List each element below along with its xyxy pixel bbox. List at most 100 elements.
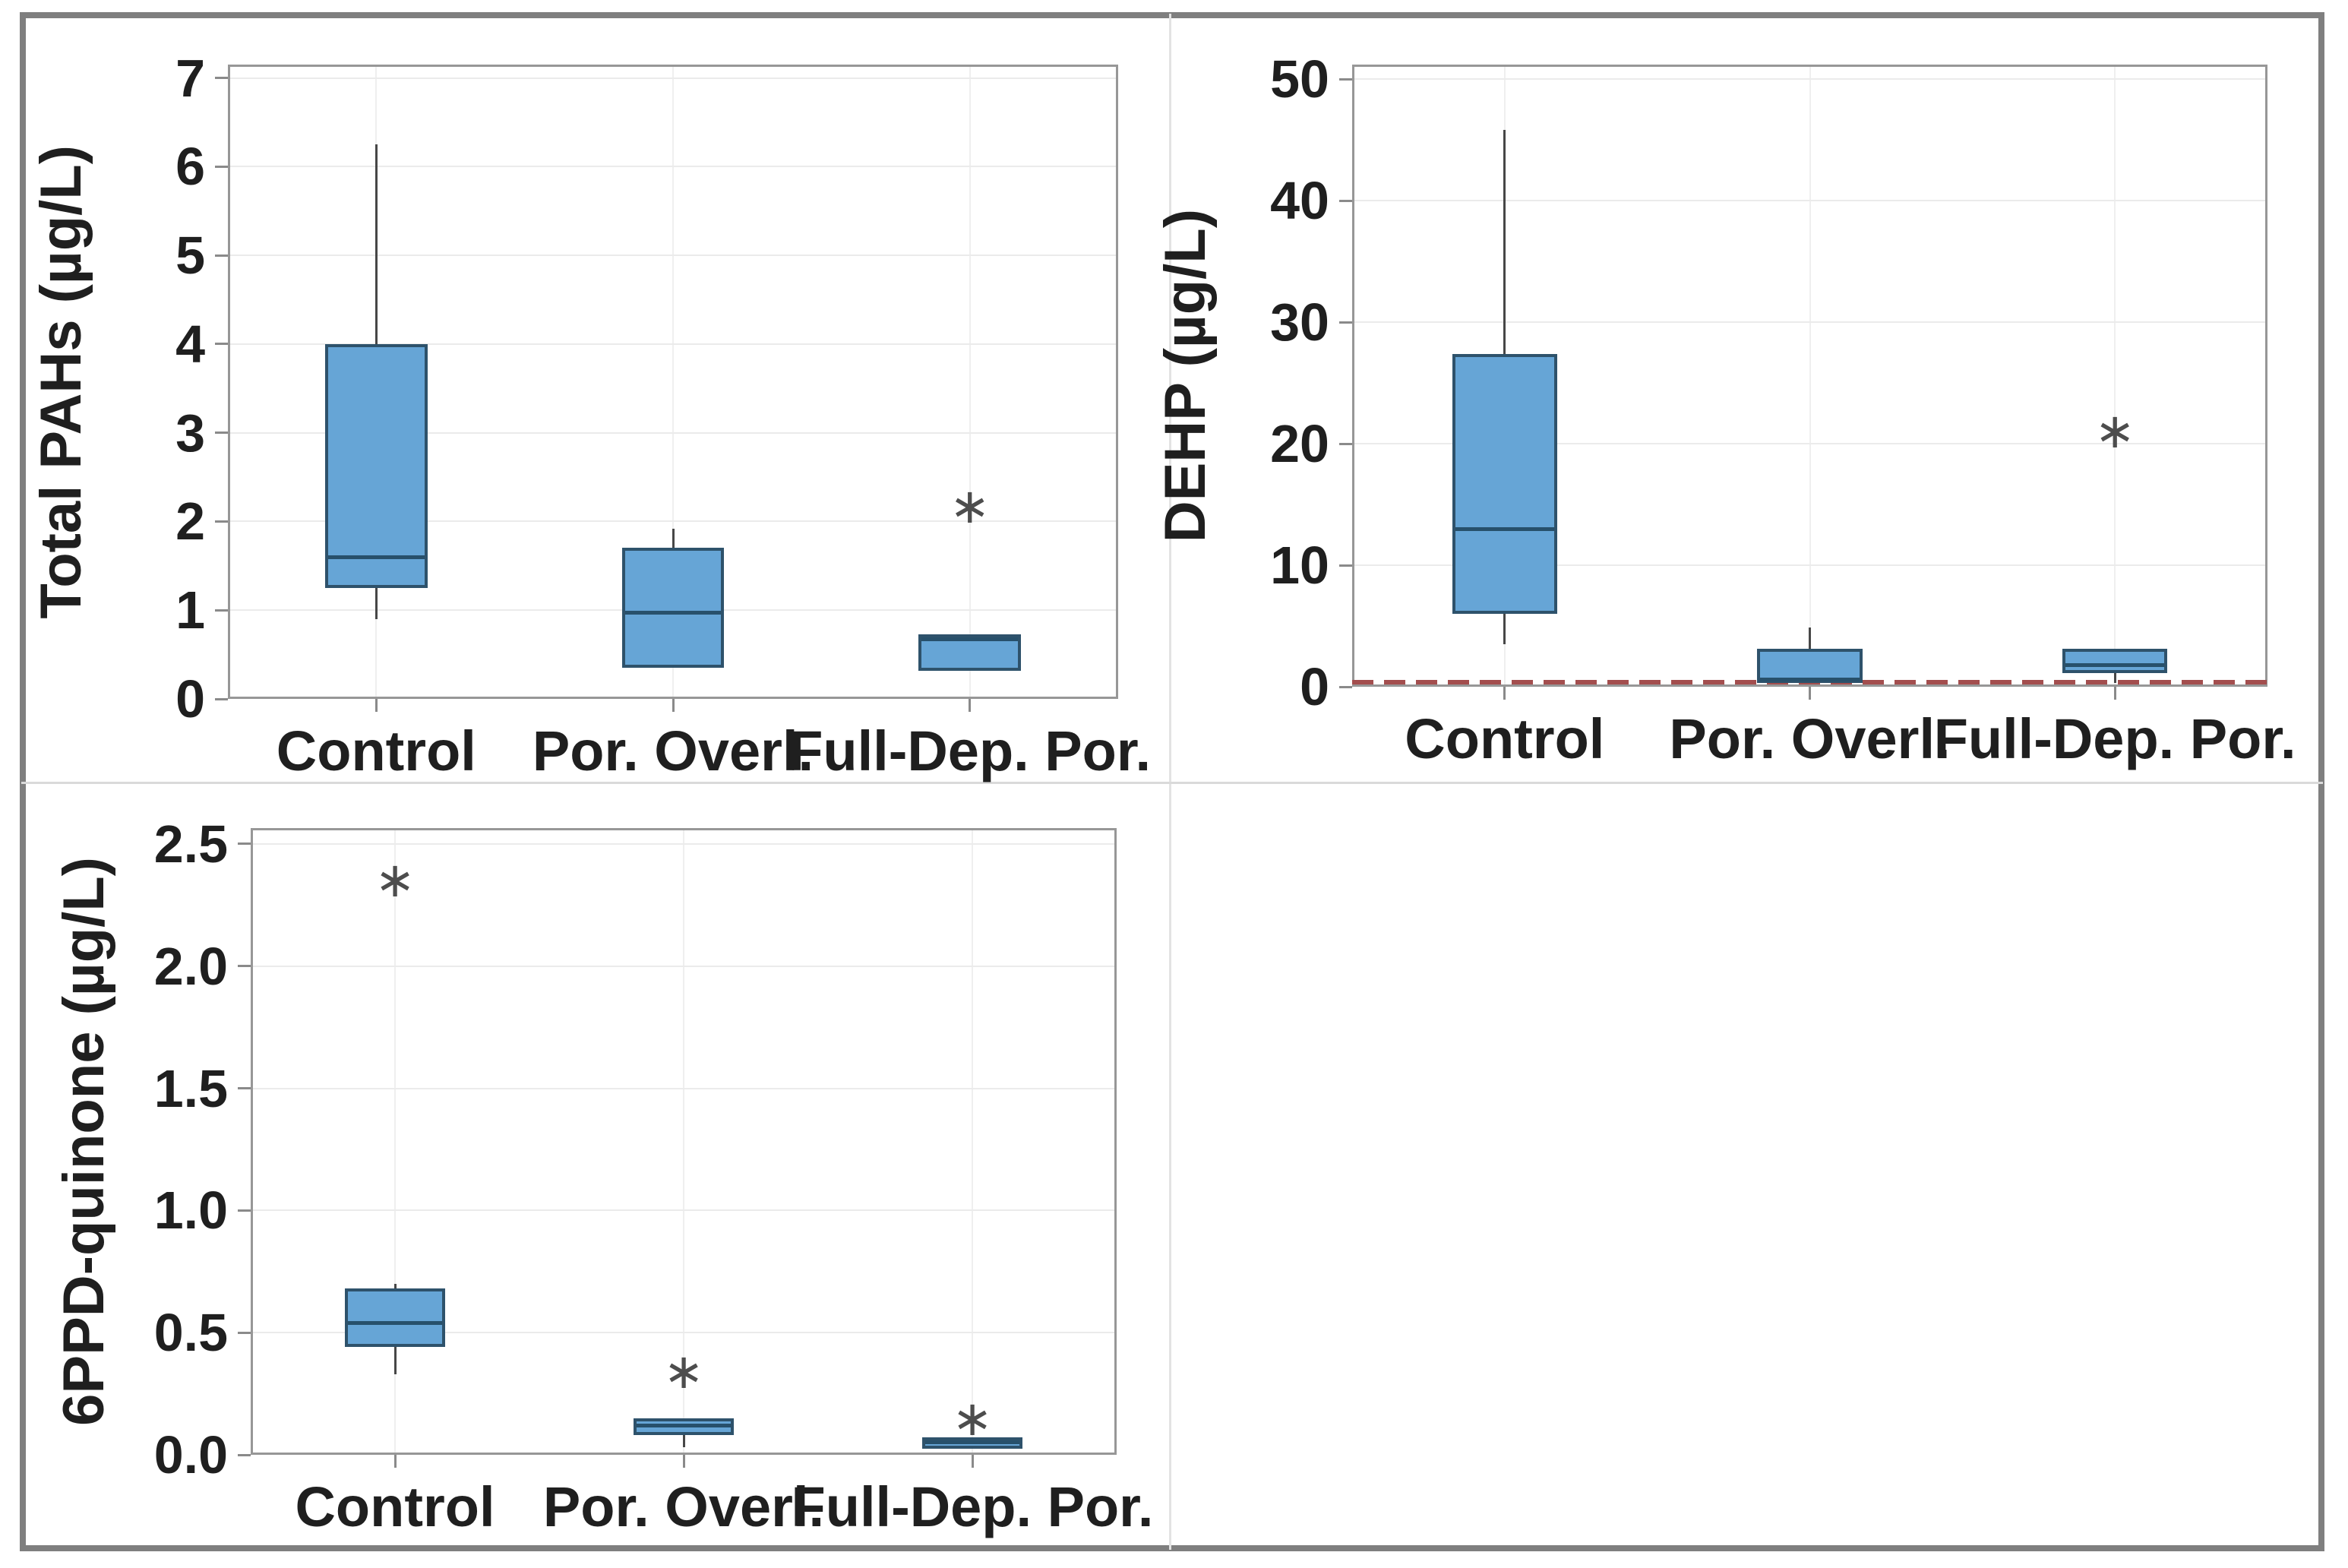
gridline-horizontal [1352,78,2267,81]
x-axis-tick [393,1455,397,1468]
gridline-horizontal [1352,564,2267,567]
y-axis-tick [238,1087,251,1090]
y-axis-tick [238,965,251,968]
x-category-label: Control [276,719,476,782]
y-axis-title-wrap: 6PPD-quinone (µg/L) [47,828,120,1455]
boxplot-panel-total-pahs: ∗ 0 1 2 3 4 5 6 7 Control Por. Overl. Full-Dep. Por… [29,49,1152,782]
whisker-lower [1503,614,1506,644]
y-tick-label: 0 [1300,657,1329,716]
gridline-vertical [1809,65,1811,687]
box-control [345,1288,445,1348]
y-axis-tick [1339,685,1352,688]
y-tick-label: 50 [1270,49,1329,109]
gridline-horizontal [228,77,1118,79]
y-tick-label: 5 [175,226,205,286]
boxplot-panel-6ppd-quinone: ∗ ∗ ∗ 0.0 0.5 1.0 1.5 2.0 2.5 Control Por. Overl. F… [52,814,1154,1538]
median-line [348,1320,442,1325]
median-line [327,555,425,559]
y-axis-title: Total PAHs (µg/L) [28,144,93,619]
whisker-lower [374,588,378,619]
gridline-vertical [672,65,674,699]
whisker-upper [1503,130,1506,354]
gridline-horizontal [1352,200,2267,202]
y-axis-title: DEHP (µg/L) [1152,208,1218,543]
y-axis-tick [1339,77,1352,81]
whisker-upper [393,1283,397,1289]
y-axis-tick [238,1331,251,1334]
y-axis-tick [215,432,228,435]
y-axis-tick [215,254,228,257]
x-axis-tick [682,1455,685,1468]
y-tick-label: 2.5 [153,814,228,874]
x-axis-tick [1503,687,1506,700]
y-tick-label: 0 [175,669,205,729]
y-tick-label: 1.5 [153,1058,228,1118]
median-line [2065,662,2165,667]
y-axis-title-wrap: Total PAHs (µg/L) [24,65,97,699]
median-line [637,1423,731,1427]
gridline-vertical [972,828,973,1455]
y-axis-tick [1339,199,1352,202]
y-tick-label: 0.0 [153,1425,228,1484]
outlier-asterisk: ∗ [663,1343,704,1400]
whisker-lower [393,1347,397,1374]
x-category-label: Por. Overl. [1669,707,1951,770]
y-axis-title-wrap: DEHP (µg/L) [1149,65,1221,687]
y-axis-tick [215,165,228,168]
outlier-asterisk: ∗ [952,1391,993,1448]
y-axis-tick [238,1453,251,1456]
median-line [1455,526,1555,531]
x-category-label: Por. Overl. [542,1475,825,1538]
y-axis-tick [238,1209,251,1212]
gridline-horizontal [228,166,1118,168]
gridline-horizontal [1352,321,2267,324]
y-axis-tick [238,842,251,846]
median-line [624,611,722,615]
gridline-vertical [394,828,396,1455]
x-category-label: Control [1405,707,1605,770]
y-tick-label: 6 [175,137,205,197]
x-category-label: Full-Dep. Por. [791,1475,1154,1538]
outlier-asterisk: ∗ [949,478,991,535]
y-tick-label: 10 [1270,536,1329,596]
x-axis-tick [672,699,675,712]
whisker-lower [2113,673,2116,684]
gridline-horizontal [251,842,1117,845]
gridline-horizontal [1352,443,2267,445]
y-tick-label: 20 [1270,414,1329,474]
y-axis-tick [1339,442,1352,445]
y-tick-label: 3 [175,403,205,463]
x-axis-tick [971,1455,974,1468]
x-axis-tick [969,699,972,712]
y-tick-label: 2.0 [153,936,228,996]
box-full-dep-por [2062,649,2168,674]
gridline-horizontal [251,1332,1117,1334]
x-category-label: Full-Dep. Por. [1933,707,2296,770]
gridline-horizontal [228,520,1118,523]
x-category-label: Full-Dep. Por. [788,719,1152,782]
x-category-label: Por. Overl. [532,719,814,782]
y-tick-label: 30 [1270,292,1329,352]
gridline-horizontal [228,254,1118,257]
gridline-vertical [683,828,684,1455]
gridline-horizontal [228,432,1118,434]
y-tick-label: 1 [175,580,205,640]
x-axis-tick [374,699,378,712]
whisker-lower [682,1435,685,1448]
y-tick-label: 7 [175,48,205,108]
box-por-overl [621,548,725,669]
y-tick-label: 0.5 [153,1303,228,1363]
median-line [925,1440,1019,1445]
boxplot-panel-dehp: ∗ 0 10 20 30 40 50 Control Por. Overl. Full-Dep. … [1153,49,2296,770]
box-por-overl [1757,649,1863,684]
y-axis-title: 6PPD-quinone (µg/L) [51,857,116,1426]
y-axis-tick [215,77,228,80]
y-tick-label: 4 [175,314,205,374]
gridline-horizontal [228,343,1118,345]
y-axis-tick [1339,564,1352,567]
whisker-upper [374,144,378,344]
outlier-asterisk: ∗ [374,852,416,909]
gridline-horizontal [251,1087,1117,1089]
outlier-asterisk: ∗ [2094,403,2135,460]
